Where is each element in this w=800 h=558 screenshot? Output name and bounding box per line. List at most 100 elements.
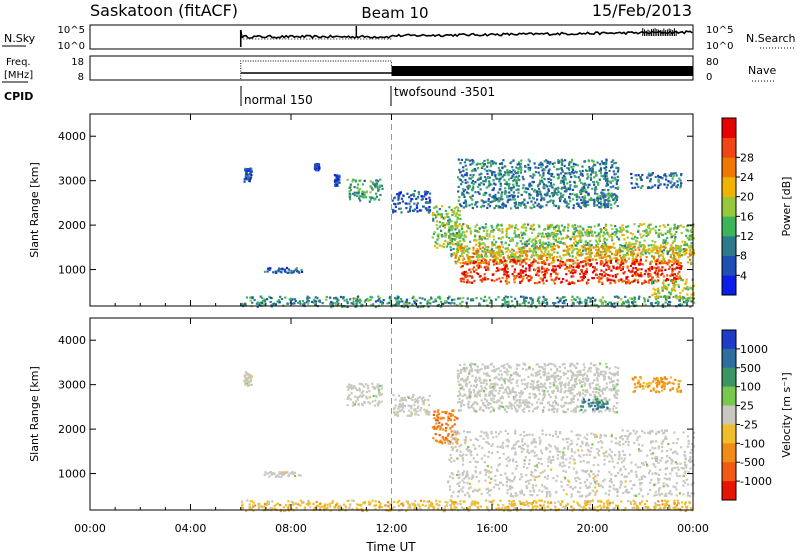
range-cell xyxy=(514,202,516,204)
y-tick-label: 1000 xyxy=(58,264,86,277)
range-cell xyxy=(460,183,462,185)
range-cell xyxy=(454,239,456,241)
range-cell xyxy=(508,281,510,283)
range-cell xyxy=(657,187,659,189)
range-cell xyxy=(316,169,318,171)
range-cell xyxy=(555,278,557,280)
range-cell xyxy=(540,193,542,195)
range-cell xyxy=(357,296,359,298)
range-cell xyxy=(465,276,467,278)
range-cell xyxy=(529,248,531,250)
range-cell xyxy=(462,238,464,240)
range-cell xyxy=(386,302,388,304)
range-cell xyxy=(554,233,556,235)
range-cell xyxy=(408,196,410,198)
range-cell xyxy=(485,269,487,271)
range-cell xyxy=(557,265,559,267)
colorbar-tick-label: 28 xyxy=(740,151,754,164)
range-cell xyxy=(251,384,253,386)
range-cell xyxy=(572,226,574,228)
colorbar-segment xyxy=(722,138,736,158)
range-cell xyxy=(268,476,270,478)
range-cell xyxy=(485,253,487,255)
range-cell xyxy=(283,473,285,475)
range-cell xyxy=(488,170,490,172)
range-cell xyxy=(580,174,582,176)
range-cell xyxy=(486,266,488,268)
range-cell xyxy=(489,233,491,235)
range-cell xyxy=(646,231,648,233)
range-cell xyxy=(484,278,486,280)
range-cell xyxy=(645,250,647,252)
range-cell xyxy=(419,508,421,510)
range-cell xyxy=(627,500,629,502)
range-cell xyxy=(527,202,529,204)
range-cell xyxy=(656,259,658,261)
range-cell xyxy=(557,161,559,163)
range-cell xyxy=(449,242,451,244)
range-cell xyxy=(355,180,357,182)
range-cell xyxy=(287,475,289,477)
range-cell xyxy=(608,266,610,268)
range-cell xyxy=(326,296,328,298)
range-cell xyxy=(344,299,346,301)
range-cell xyxy=(636,260,638,262)
range-cell xyxy=(464,161,466,163)
range-cell xyxy=(594,225,596,227)
range-cell xyxy=(632,187,634,189)
range-cell xyxy=(428,206,430,208)
range-cell xyxy=(463,235,465,237)
range-cell xyxy=(525,187,527,189)
freq-band-twofsound xyxy=(392,66,694,76)
nsky-label: N.Sky xyxy=(4,32,36,45)
range-cell xyxy=(414,500,416,502)
range-cell xyxy=(588,226,590,228)
range-cell xyxy=(582,170,584,172)
range-cell xyxy=(408,410,410,412)
range-cell xyxy=(476,297,478,299)
range-cell xyxy=(515,189,517,191)
range-cell xyxy=(633,300,635,302)
range-cell xyxy=(534,505,536,507)
range-cell xyxy=(482,242,484,244)
range-cell xyxy=(655,263,657,265)
range-cell xyxy=(433,506,435,508)
range-cell xyxy=(533,181,535,183)
range-cell xyxy=(564,159,566,161)
range-cell xyxy=(541,258,543,260)
range-cell xyxy=(394,297,396,299)
range-cell xyxy=(451,209,453,211)
range-cell xyxy=(501,224,503,226)
range-cell xyxy=(517,171,519,173)
range-cell xyxy=(579,298,581,300)
range-cell xyxy=(501,228,503,230)
range-cell xyxy=(676,275,678,277)
range-cell xyxy=(595,240,597,242)
range-cell xyxy=(663,503,665,505)
range-cell xyxy=(288,504,290,506)
range-cell xyxy=(457,225,459,227)
range-cell xyxy=(358,180,360,182)
range-cell xyxy=(267,268,269,270)
cpid-mode-twofsound: twofsound -3501 xyxy=(394,85,495,99)
range-cell xyxy=(494,196,496,198)
range-cell xyxy=(573,507,575,509)
range-cell xyxy=(493,187,495,189)
range-cell xyxy=(588,501,590,503)
range-cell xyxy=(332,302,334,304)
range-cell xyxy=(280,271,282,273)
range-cell xyxy=(660,296,662,298)
range-cell xyxy=(654,241,656,243)
range-cell xyxy=(446,245,448,247)
range-cell xyxy=(637,253,639,255)
range-cell xyxy=(530,298,532,300)
range-cell xyxy=(406,193,408,195)
range-cell xyxy=(475,261,477,263)
range-cell xyxy=(682,296,684,298)
range-cell xyxy=(466,248,468,250)
range-cell xyxy=(686,244,688,246)
range-cell xyxy=(545,243,547,245)
range-cell xyxy=(605,251,607,253)
range-cell xyxy=(552,265,554,267)
range-cell xyxy=(540,254,542,256)
